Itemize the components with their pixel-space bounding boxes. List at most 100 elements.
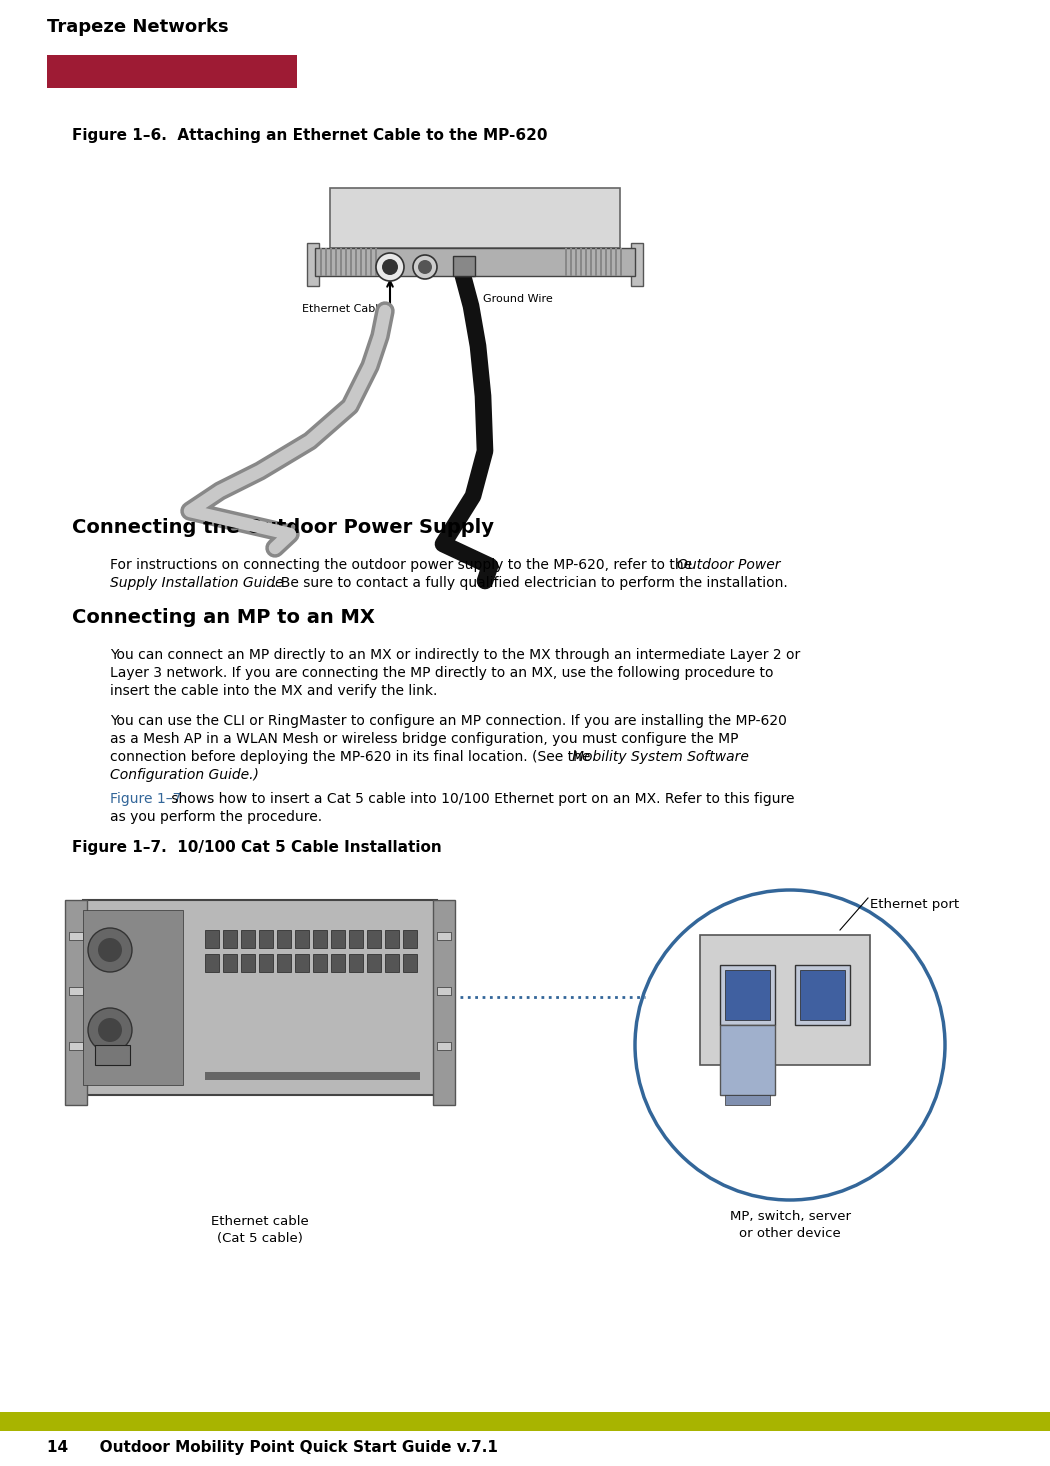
Text: Ethernet cable
(Cat 5 cable): Ethernet cable (Cat 5 cable) <box>211 1215 309 1245</box>
Text: Mobility System Software: Mobility System Software <box>572 751 749 764</box>
Bar <box>277 929 291 949</box>
Circle shape <box>418 259 432 274</box>
Bar <box>242 929 255 949</box>
Bar <box>368 929 381 949</box>
Bar <box>313 929 327 949</box>
Bar <box>615 248 617 276</box>
Bar <box>453 257 475 276</box>
Text: Connecting the Outdoor Power Supply: Connecting the Outdoor Power Supply <box>72 517 493 537</box>
Circle shape <box>98 1017 122 1042</box>
Bar <box>205 954 219 972</box>
Bar <box>620 248 622 276</box>
Bar <box>320 248 322 276</box>
Text: Supply Installation Guide: Supply Installation Guide <box>110 576 284 589</box>
Bar <box>295 954 309 972</box>
Bar <box>368 954 381 972</box>
Bar <box>330 188 620 248</box>
Text: Configuration Guide.): Configuration Guide.) <box>110 768 259 781</box>
Bar <box>307 243 319 286</box>
Bar <box>69 932 83 940</box>
Bar <box>385 929 399 949</box>
Circle shape <box>98 938 122 962</box>
Bar <box>349 929 363 949</box>
Text: Ground Wire: Ground Wire <box>483 295 552 303</box>
Bar <box>69 987 83 995</box>
Text: Figure 1–6.  Attaching an Ethernet Cable to the MP-620: Figure 1–6. Attaching an Ethernet Cable … <box>72 128 547 144</box>
Bar <box>631 243 643 286</box>
Bar <box>590 248 592 276</box>
Text: Ethernet Cable: Ethernet Cable <box>301 303 385 314</box>
Bar <box>315 248 635 276</box>
Bar <box>340 248 342 276</box>
Bar <box>724 1095 770 1105</box>
Bar <box>433 900 455 1105</box>
Bar <box>437 932 451 940</box>
Bar <box>575 248 578 276</box>
Bar <box>65 900 87 1105</box>
Bar <box>94 1045 130 1064</box>
Bar <box>795 965 851 1025</box>
Text: Ethernet port: Ethernet port <box>870 899 959 910</box>
Bar <box>350 248 352 276</box>
Text: Layer 3 network. If you are connecting the MP directly to an MX, use the followi: Layer 3 network. If you are connecting t… <box>110 666 774 680</box>
Bar <box>585 248 587 276</box>
Bar <box>50 869 1000 1250</box>
Bar <box>720 1025 775 1095</box>
Bar <box>610 248 612 276</box>
Bar <box>385 954 399 972</box>
Bar <box>69 1042 83 1050</box>
Text: Outdoor Power: Outdoor Power <box>677 559 780 572</box>
Bar <box>360 248 362 276</box>
Bar <box>600 248 602 276</box>
Bar <box>335 248 337 276</box>
Bar <box>700 935 870 1064</box>
Text: You can connect an MP directly to an MX or indirectly to the MX through an inter: You can connect an MP directly to an MX … <box>110 648 800 663</box>
Bar <box>83 900 437 1095</box>
Circle shape <box>88 1009 132 1053</box>
Bar <box>223 929 237 949</box>
Text: shows how to insert a Cat 5 cable into 10/100 Ethernet port on an MX. Refer to t: shows how to insert a Cat 5 cable into 1… <box>167 792 795 806</box>
Text: . Be sure to contact a fully qualified electrician to perform the installation.: . Be sure to contact a fully qualified e… <box>272 576 788 589</box>
Bar <box>259 954 273 972</box>
Bar <box>223 954 237 972</box>
Bar <box>330 248 332 276</box>
Circle shape <box>413 255 437 279</box>
Bar <box>205 929 219 949</box>
Circle shape <box>382 259 398 276</box>
Bar <box>270 158 680 478</box>
Text: as you perform the procedure.: as you perform the procedure. <box>110 811 322 824</box>
Bar <box>295 929 309 949</box>
Bar <box>326 248 327 276</box>
Bar <box>349 954 363 972</box>
Bar <box>331 954 345 972</box>
Bar <box>345 248 346 276</box>
Bar <box>242 954 255 972</box>
Bar <box>277 954 291 972</box>
Text: insert the cable into the MX and verify the link.: insert the cable into the MX and verify … <box>110 685 438 698</box>
Bar <box>800 970 845 1020</box>
Bar <box>83 910 183 1085</box>
Text: Figure 1–7.  10/100 Cat 5 Cable Installation: Figure 1–7. 10/100 Cat 5 Cable Installat… <box>72 840 442 855</box>
Text: connection before deploying the MP-620 in its final location. (See the: connection before deploying the MP-620 i… <box>110 751 594 764</box>
Bar <box>259 929 273 949</box>
Text: 14      Outdoor Mobility Point Quick Start Guide v.7.1: 14 Outdoor Mobility Point Quick Start Gu… <box>47 1440 498 1454</box>
Text: as a Mesh AP in a WLAN Mesh or wireless bridge configuration, you must configure: as a Mesh AP in a WLAN Mesh or wireless … <box>110 732 738 746</box>
Bar <box>605 248 607 276</box>
Bar <box>370 248 372 276</box>
Text: Figure 1–7: Figure 1–7 <box>110 792 182 806</box>
Bar <box>437 1042 451 1050</box>
Bar <box>570 248 572 276</box>
Bar <box>403 954 417 972</box>
Bar <box>365 248 368 276</box>
Bar <box>580 248 582 276</box>
Bar <box>205 1072 420 1080</box>
Circle shape <box>376 254 404 281</box>
Text: For instructions on connecting the outdoor power supply to the MP-620, refer to : For instructions on connecting the outdo… <box>110 559 696 572</box>
Bar <box>595 248 597 276</box>
Bar <box>313 954 327 972</box>
Text: MP, switch, server
or other device: MP, switch, server or other device <box>730 1209 851 1240</box>
Bar <box>0 1412 1050 1431</box>
Bar <box>720 965 775 1025</box>
Bar <box>331 929 345 949</box>
Bar <box>437 987 451 995</box>
